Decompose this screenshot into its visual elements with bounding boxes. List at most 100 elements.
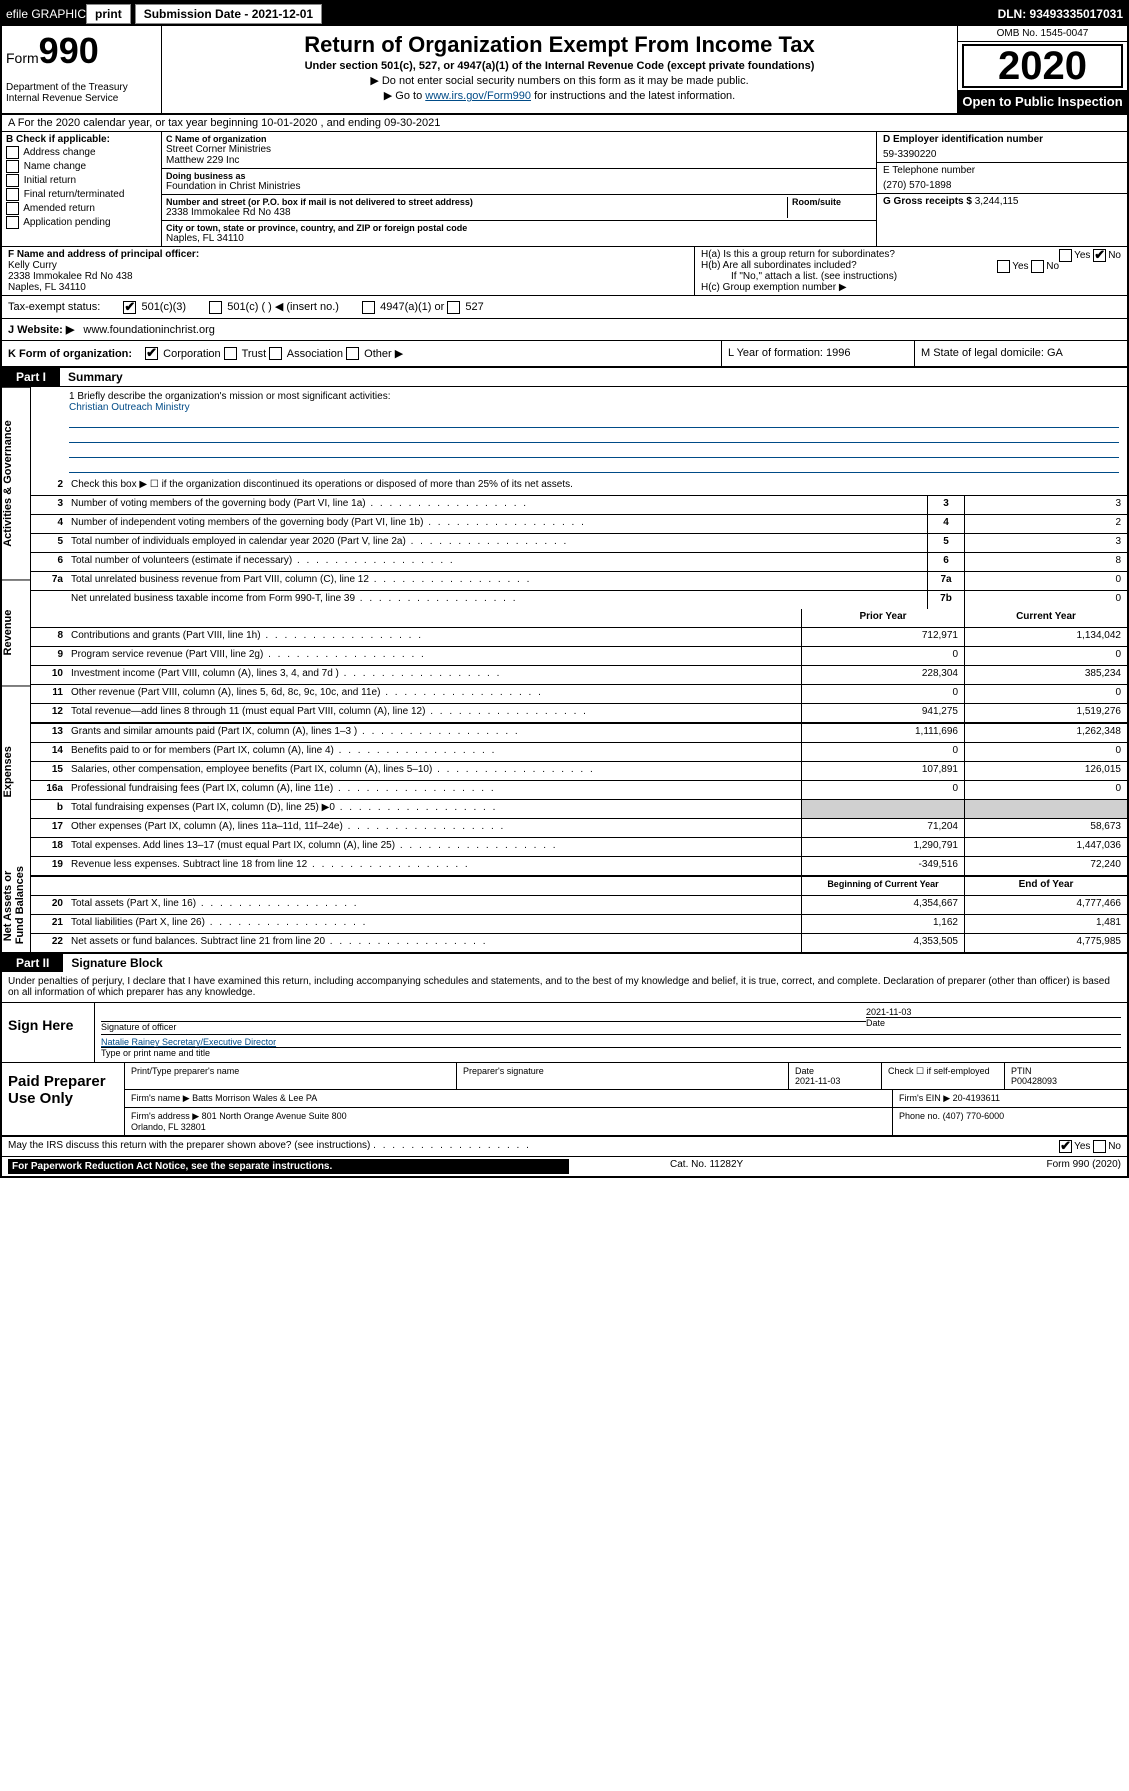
summary-line: 18Total expenses. Add lines 13–17 (must …	[31, 838, 1127, 857]
summary-line: 4Number of independent voting members of…	[31, 515, 1127, 534]
section-f: F Name and address of principal officer:…	[2, 247, 695, 295]
chk-501c[interactable]	[209, 301, 222, 314]
chk-527[interactable]	[447, 301, 460, 314]
checkbox-name-change[interactable]	[6, 160, 19, 173]
section-de: D Employer identification number 59-3390…	[877, 132, 1127, 246]
summary-line: 22Net assets or fund balances. Subtract …	[31, 934, 1127, 952]
city-state-zip: Naples, FL 34110	[166, 233, 872, 244]
irs-link[interactable]: www.irs.gov/Form990	[425, 90, 531, 102]
chk-other[interactable]	[346, 347, 359, 360]
section-b: B Check if applicable: Address change Na…	[2, 132, 162, 246]
dba-name: Foundation in Christ Ministries	[166, 181, 872, 192]
form-title: Return of Organization Exempt From Incom…	[166, 32, 953, 58]
hb-yes[interactable]	[997, 260, 1010, 273]
street-address: 2338 Immokalee Rd No 438	[166, 207, 787, 218]
checkbox-amended[interactable]	[6, 202, 19, 215]
tax-year: 2020	[962, 44, 1123, 88]
summary-line: 20Total assets (Part X, line 16)4,354,66…	[31, 896, 1127, 915]
discuss-row: May the IRS discuss this return with the…	[2, 1137, 1127, 1157]
summary-line: 14Benefits paid to or for members (Part …	[31, 743, 1127, 762]
officer-name-title: Natalie Rainey Secretary/Executive Direc…	[101, 1037, 1121, 1047]
summary-line: 21Total liabilities (Part X, line 26)1,1…	[31, 915, 1127, 934]
officer-name: Kelly Curry	[8, 260, 688, 271]
checkbox-initial-return[interactable]	[6, 174, 19, 187]
efile-label: efile GRAPHIC	[6, 7, 86, 21]
submission-date-button[interactable]: Submission Date - 2021-12-01	[135, 4, 322, 24]
form-footer: Form 990 (2020)	[845, 1159, 1121, 1174]
discuss-no[interactable]	[1093, 1140, 1106, 1153]
chk-trust[interactable]	[224, 347, 237, 360]
year-formation: L Year of formation: 1996	[721, 341, 915, 367]
line-a: A For the 2020 calendar year, or tax yea…	[2, 115, 1127, 132]
summary-line: 19Revenue less expenses. Subtract line 1…	[31, 857, 1127, 875]
sign-date: 2021-11-03	[866, 1007, 1121, 1017]
chk-corp[interactable]	[145, 347, 158, 360]
ha-yes[interactable]	[1059, 249, 1072, 262]
print-button[interactable]: print	[86, 4, 131, 24]
form-header: Form990 Department of the Treasury Inter…	[2, 26, 1127, 115]
summary-line: 11Other revenue (Part VIII, column (A), …	[31, 685, 1127, 704]
summary-line: 2Check this box ▶ ☐ if the organization …	[31, 477, 1127, 496]
dept-label: Department of the Treasury Internal Reve…	[6, 82, 157, 104]
prep-date: 2021-11-03	[795, 1076, 840, 1086]
mission-block: 1 Briefly describe the organization's mi…	[31, 387, 1127, 477]
phone-value: (270) 570-1898	[883, 180, 1121, 191]
self-employed: Check ☐ if self-employed	[882, 1063, 1005, 1089]
part1-header: Part I Summary	[2, 368, 1127, 386]
ha-no[interactable]	[1093, 249, 1106, 262]
summary-line: 15Salaries, other compensation, employee…	[31, 762, 1127, 781]
checkbox-final-return[interactable]	[6, 188, 19, 201]
cat-no: Cat. No. 11282Y	[569, 1159, 845, 1174]
summary-line: 8Contributions and grants (Part VIII, li…	[31, 628, 1127, 647]
summary-line: 13Grants and similar amounts paid (Part …	[31, 722, 1127, 743]
chk-4947[interactable]	[362, 301, 375, 314]
footer-row: For Paperwork Reduction Act Notice, see …	[2, 1157, 1127, 1176]
col-hdr-row-2: Beginning of Current Year End of Year	[31, 875, 1127, 896]
chk-assoc[interactable]	[269, 347, 282, 360]
website-value: www.foundationinchrist.org	[83, 324, 214, 336]
top-bar: efile GRAPHIC print Submission Date - 20…	[2, 2, 1127, 26]
website-row: J Website: ▶ www.foundationinchrist.org	[2, 319, 1127, 341]
perjury-text: Under penalties of perjury, I declare th…	[2, 972, 1127, 1003]
summary-line: bTotal fundraising expenses (Part IX, co…	[31, 800, 1127, 819]
gross-receipts: 3,244,115	[975, 196, 1019, 207]
summary-line: 6Total number of volunteers (estimate if…	[31, 553, 1127, 572]
form-label: Form	[6, 50, 39, 66]
vertical-labels: Activities & Governance Revenue Expenses…	[2, 387, 31, 952]
form-number: 990	[39, 30, 99, 71]
ptin: P00428093	[1011, 1076, 1057, 1086]
summary-line: 7aTotal unrelated business revenue from …	[31, 572, 1127, 591]
section-c: C Name of organization Street Corner Min…	[162, 132, 877, 246]
omb-number: OMB No. 1545-0047	[958, 26, 1127, 42]
paid-preparer-block: Paid Preparer Use Only Print/Type prepar…	[2, 1063, 1127, 1137]
hb-no[interactable]	[1031, 260, 1044, 273]
summary-line: 12Total revenue—add lines 8 through 11 (…	[31, 704, 1127, 722]
summary-line: 5Total number of individuals employed in…	[31, 534, 1127, 553]
checkbox-app-pending[interactable]	[6, 216, 19, 229]
section-h: H(a) Is this a group return for subordin…	[695, 247, 1127, 295]
form-subtitle: Under section 501(c), 527, or 4947(a)(1)…	[166, 60, 953, 72]
firm-name: Batts Morrison Wales & Lee PA	[192, 1093, 317, 1103]
summary-line: 9Program service revenue (Part VIII, lin…	[31, 647, 1127, 666]
mission-text: Christian Outreach Ministry	[69, 402, 1119, 413]
org-name: Street Corner Ministries Matthew 229 Inc	[166, 144, 872, 166]
part2-header: Part II Signature Block	[2, 954, 1127, 972]
warn-ssn: Do not enter social security numbers on …	[382, 75, 749, 87]
ein-value: 59-3390220	[883, 149, 1121, 160]
summary-line: 17Other expenses (Part IX, column (A), l…	[31, 819, 1127, 838]
tax-status-row: Tax-exempt status: 501(c)(3) 501(c) ( ) …	[2, 296, 1127, 319]
checkbox-address-change[interactable]	[6, 146, 19, 159]
officer-addr: 2338 Immokalee Rd No 438 Naples, FL 3411…	[8, 271, 688, 293]
sign-here-block: Sign Here Signature of officer 2021-11-0…	[2, 1003, 1127, 1063]
summary-line: 10Investment income (Part VIII, column (…	[31, 666, 1127, 685]
discuss-yes[interactable]	[1059, 1140, 1072, 1153]
firm-ein: 20-4193611	[953, 1093, 1000, 1103]
open-public-badge: Open to Public Inspection	[958, 90, 1127, 113]
state-domicile: M State of legal domicile: GA	[915, 341, 1127, 367]
summary-line: 16aProfessional fundraising fees (Part I…	[31, 781, 1127, 800]
summary-line: 3Number of voting members of the governi…	[31, 496, 1127, 515]
dln-label: DLN: 93493335017031	[998, 7, 1123, 21]
col-hdr-row: Prior Year Current Year	[31, 609, 1127, 628]
chk-501c3[interactable]	[123, 301, 136, 314]
k-row: K Form of organization: Corporation Trus…	[2, 341, 1127, 369]
